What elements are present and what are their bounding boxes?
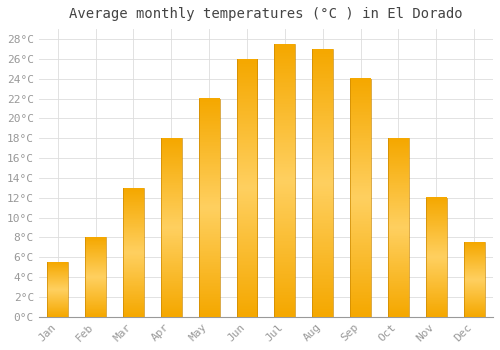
Title: Average monthly temperatures (°C ) in El Dorado: Average monthly temperatures (°C ) in El… bbox=[69, 7, 462, 21]
